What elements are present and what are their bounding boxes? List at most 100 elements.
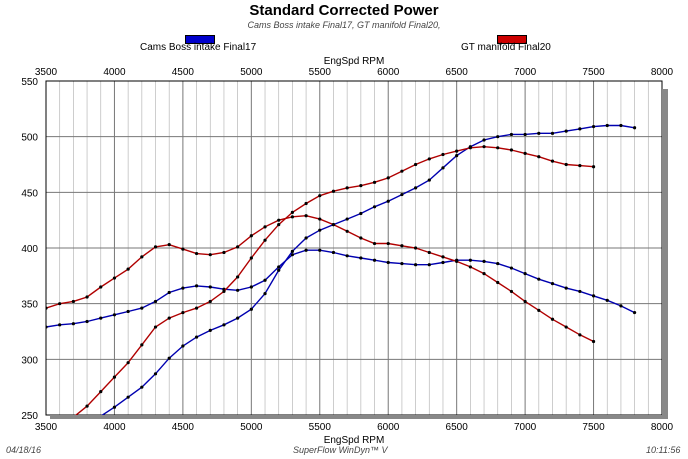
series-2-curve-1-point bbox=[386, 241, 390, 246]
series-1-curve-1-point bbox=[208, 285, 212, 289]
x-tick-label-bottom: 7000 bbox=[514, 422, 537, 433]
series-2-curve-2-point bbox=[99, 390, 103, 394]
series-1-curve-1-point bbox=[290, 253, 294, 257]
series-1-curve-2-point bbox=[99, 414, 102, 415]
series-1-curve-2-point bbox=[290, 249, 294, 253]
series-1-curve-1-point bbox=[236, 288, 240, 292]
series-2-curve-1-point bbox=[427, 250, 431, 255]
series-2-curve-1-point bbox=[550, 317, 555, 321]
series-1-curve-2-point bbox=[482, 138, 486, 142]
series-2-curve-1-point bbox=[523, 299, 527, 304]
x-tick-label-bottom: 8000 bbox=[651, 422, 674, 433]
series-1-curve-2-point bbox=[236, 316, 240, 320]
x-tick-label-top: 7000 bbox=[514, 67, 537, 78]
series-1-curve-1-point bbox=[605, 298, 609, 302]
series-2-curve-1-point bbox=[167, 243, 171, 247]
chart-title: Standard Corrected Power bbox=[249, 2, 439, 19]
chart-subtitle: Cams Boss intake Final17, GT manifold Fi… bbox=[247, 20, 441, 30]
series-2-curve-2-point bbox=[372, 180, 377, 184]
chart-grid bbox=[45, 80, 663, 416]
series-1-curve-2-point bbox=[441, 166, 445, 170]
series-1-curve-2-point bbox=[72, 425, 75, 428]
series-1-curve-1-point bbox=[523, 272, 527, 276]
tick-layer: 3500 3500 4000 4000 4500 4500 5000 5000 5500 5500… bbox=[21, 67, 673, 433]
series-1-curve-1-point bbox=[85, 319, 89, 324]
footer-time: 10:11:56 bbox=[646, 445, 681, 455]
footer-date: 04/18/16 bbox=[6, 445, 42, 455]
series-2-curve-1-point bbox=[359, 236, 363, 240]
series-2-curve-1-point bbox=[85, 295, 89, 299]
series-2-curve-2-point bbox=[414, 162, 418, 167]
series-1-curve-2-point bbox=[194, 335, 199, 339]
series-2-curve-1-point bbox=[509, 289, 514, 294]
series-1-curve-1-point bbox=[249, 285, 253, 289]
series-1-curve-1-point bbox=[372, 258, 377, 262]
series-2-curve-1-point bbox=[263, 225, 267, 229]
series-1-curve-1-point bbox=[331, 250, 336, 255]
x-tick-label-bottom: 5000 bbox=[240, 422, 263, 433]
series-1-curve-2-point bbox=[605, 123, 609, 128]
series-1-curve-1-point bbox=[46, 325, 48, 329]
series-2-curve-1-point bbox=[290, 215, 294, 219]
x-tick-label-bottom: 6500 bbox=[446, 422, 469, 433]
series-2-curve-1-point bbox=[208, 253, 212, 257]
series-1-curve-2-point bbox=[633, 126, 637, 130]
series-1-curve-1-point bbox=[58, 323, 62, 327]
series-2-curve-2-point bbox=[331, 189, 336, 193]
series-1-curve-1-point bbox=[277, 265, 281, 269]
series-2-curve-2-point bbox=[496, 146, 500, 150]
series-1-curve-2-point bbox=[304, 236, 308, 240]
series-1-curve-1-point bbox=[345, 254, 349, 258]
y-tick-label: 250 bbox=[21, 411, 38, 422]
series-2-curve-1-point bbox=[140, 255, 144, 259]
series-1-curve-2-point bbox=[455, 153, 459, 158]
y-tick-label: 300 bbox=[21, 355, 38, 366]
series-2-curve-2-point bbox=[523, 151, 527, 155]
y-tick-label: 350 bbox=[21, 300, 38, 311]
series-2-curve-2-point bbox=[208, 299, 212, 304]
series-2-curve-2-point bbox=[318, 194, 322, 198]
series-1-curve-1-point bbox=[509, 266, 514, 270]
series-2-curve-2-point bbox=[140, 343, 144, 347]
x-tick-label-bottom: 7500 bbox=[582, 422, 605, 433]
series-2-curve-2-point bbox=[85, 404, 89, 408]
x-tick-label-bottom: 5500 bbox=[309, 422, 332, 433]
series-1-curve-2-point bbox=[372, 205, 377, 209]
legend-swatch-series-1 bbox=[185, 35, 215, 44]
series-1-curve-1-point bbox=[263, 278, 267, 282]
series-2-curve-1-point bbox=[482, 272, 486, 276]
series-1-curve-2-point bbox=[126, 395, 130, 399]
series-1-curve-1-point bbox=[153, 299, 158, 304]
series-2-curve-2-point bbox=[578, 164, 582, 168]
series-1-curve-2-point bbox=[359, 211, 363, 216]
series-2-curve-1-point bbox=[468, 265, 472, 269]
x-axis-label-top: EngSpd RPM bbox=[324, 56, 385, 67]
series-1-curve-2-point bbox=[537, 131, 541, 135]
plot-shadow-right bbox=[662, 89, 668, 419]
series-2-curve-1-point bbox=[153, 245, 158, 249]
series-1-curve-1-point bbox=[386, 260, 390, 265]
x-tick-label-top: 3500 bbox=[35, 67, 58, 78]
series-1-curve-1-point bbox=[318, 248, 322, 252]
x-tick-label-top: 5500 bbox=[309, 67, 332, 78]
series-1-curve-1-point bbox=[140, 306, 144, 310]
x-tick-label-top: 7500 bbox=[582, 67, 605, 78]
series-2-curve-1-point bbox=[331, 223, 336, 227]
series-2-curve-2-point bbox=[153, 325, 158, 329]
series-1-curve-2-point bbox=[564, 129, 568, 133]
series-2-curve-1-point bbox=[345, 229, 349, 233]
series-2-curve-2-point bbox=[167, 316, 171, 320]
x-tick-label-bottom: 3500 bbox=[35, 422, 58, 433]
series-1-curve-1-point bbox=[71, 322, 75, 326]
x-tick-label-bottom: 6000 bbox=[377, 422, 400, 433]
series-2-curve-1-point bbox=[441, 255, 445, 259]
series-2-curve-2-point bbox=[509, 148, 514, 152]
series-1-curve-2-point bbox=[619, 123, 623, 128]
series-2-curve-1-point bbox=[236, 245, 240, 249]
series-2-curve-2-point bbox=[126, 361, 130, 365]
series-2-curve-2-point bbox=[468, 146, 472, 150]
series-1-curve-1-point bbox=[496, 261, 500, 266]
series-2-curve-2-point bbox=[277, 223, 281, 227]
series-2-curve-2-point bbox=[400, 169, 404, 173]
legend-swatch-series-2 bbox=[497, 35, 527, 44]
